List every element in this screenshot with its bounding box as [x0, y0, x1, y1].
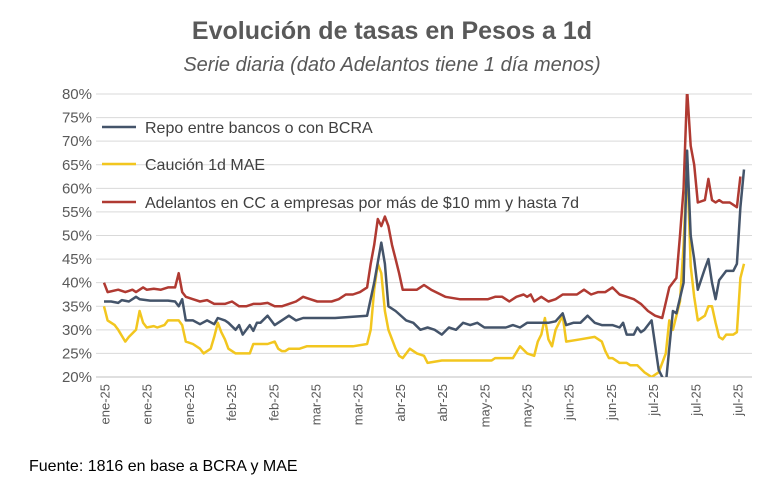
y-tick-label: 50%	[62, 228, 92, 245]
x-tick-label: jun-25	[562, 384, 577, 421]
legend-label: Caución 1d MAE	[145, 157, 265, 174]
y-tick-label: 80%	[62, 86, 92, 103]
y-tick-label: 60%	[62, 180, 92, 197]
x-tick-label: ene-25	[98, 384, 113, 424]
y-tick-label: 55%	[62, 204, 92, 221]
x-tick-label: abr-25	[435, 384, 450, 422]
chart-subtitle: Serie diaria (dato Adelantos tiene 1 día…	[183, 54, 601, 76]
y-tick-label: 20%	[62, 369, 92, 386]
x-tick-label: feb-25	[266, 384, 281, 421]
x-tick-label: mar-25	[309, 384, 324, 425]
y-tick-label: 40%	[62, 275, 92, 292]
x-tick-label: may-25	[520, 384, 535, 427]
series-line	[102, 158, 746, 377]
x-tick-label: jul-25	[688, 384, 703, 417]
x-tick-label: jul-25	[731, 384, 746, 417]
y-tick-label: 70%	[62, 133, 92, 150]
source-note: Fuente: 1816 en base a BCRA y MAE	[29, 458, 298, 475]
y-tick-label: 35%	[62, 298, 92, 315]
legend-label: Adelantos en CC a empresas por más de $1…	[145, 195, 579, 212]
x-tick-label: mar-25	[351, 384, 366, 425]
y-tick-label: 25%	[62, 345, 92, 362]
legend-label: Repo entre bancos o con BCRA	[145, 120, 373, 137]
x-tick-label: feb-25	[224, 384, 239, 421]
series-line	[102, 94, 742, 320]
x-tick-label: jul-25	[646, 384, 661, 417]
x-tick-label: abr-25	[393, 384, 408, 422]
x-tick-label: may-25	[477, 384, 492, 427]
x-tick-label: ene-25	[140, 384, 155, 424]
y-tick-label: 75%	[62, 110, 92, 127]
x-tick-label: jun-25	[604, 384, 619, 421]
y-tick-label: 65%	[62, 157, 92, 174]
series-line	[104, 149, 746, 377]
chart-title: Evolución de tasas en Pesos a 1d	[191, 17, 593, 45]
x-tick-label: ene-25	[182, 384, 197, 424]
y-tick-label: 30%	[62, 322, 92, 339]
y-tick-label: 45%	[62, 251, 92, 268]
